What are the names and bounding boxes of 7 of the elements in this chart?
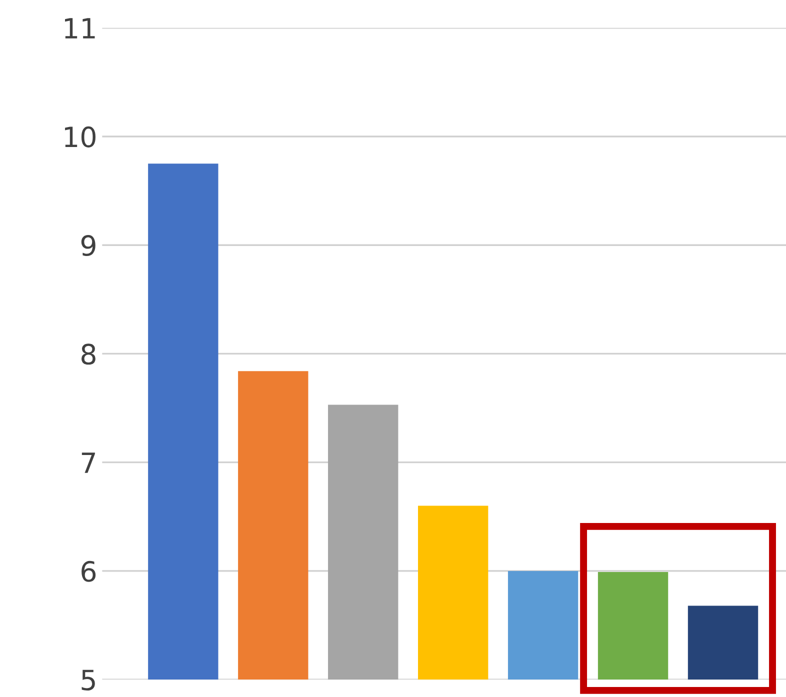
y-tick-label: 10 [65, 126, 96, 148]
y-tick-label: 7 [82, 452, 95, 473]
y-tick-label: 8 [82, 344, 96, 365]
y-tick-label: 6 [82, 560, 96, 582]
y-tick-label: 5 [82, 670, 95, 691]
y-tick-label: 11 [65, 18, 95, 38]
y-tick-label: 9 [81, 235, 96, 256]
